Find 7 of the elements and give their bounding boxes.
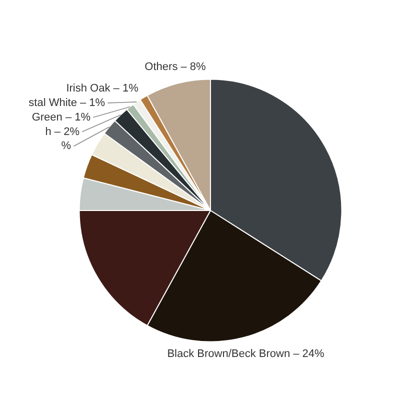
slice-label: stal White – 1%: [28, 96, 106, 109]
slice-label: Green – 1%: [32, 111, 91, 124]
slice-label: h – 2%: [45, 126, 80, 138]
slice-label: Black Brown/Beck Brown – 24%: [167, 348, 325, 360]
slice-label: %: [61, 140, 72, 152]
slice-label: Irish Oak – 1%: [66, 82, 139, 94]
slice-label: Others – 8%: [144, 61, 206, 74]
